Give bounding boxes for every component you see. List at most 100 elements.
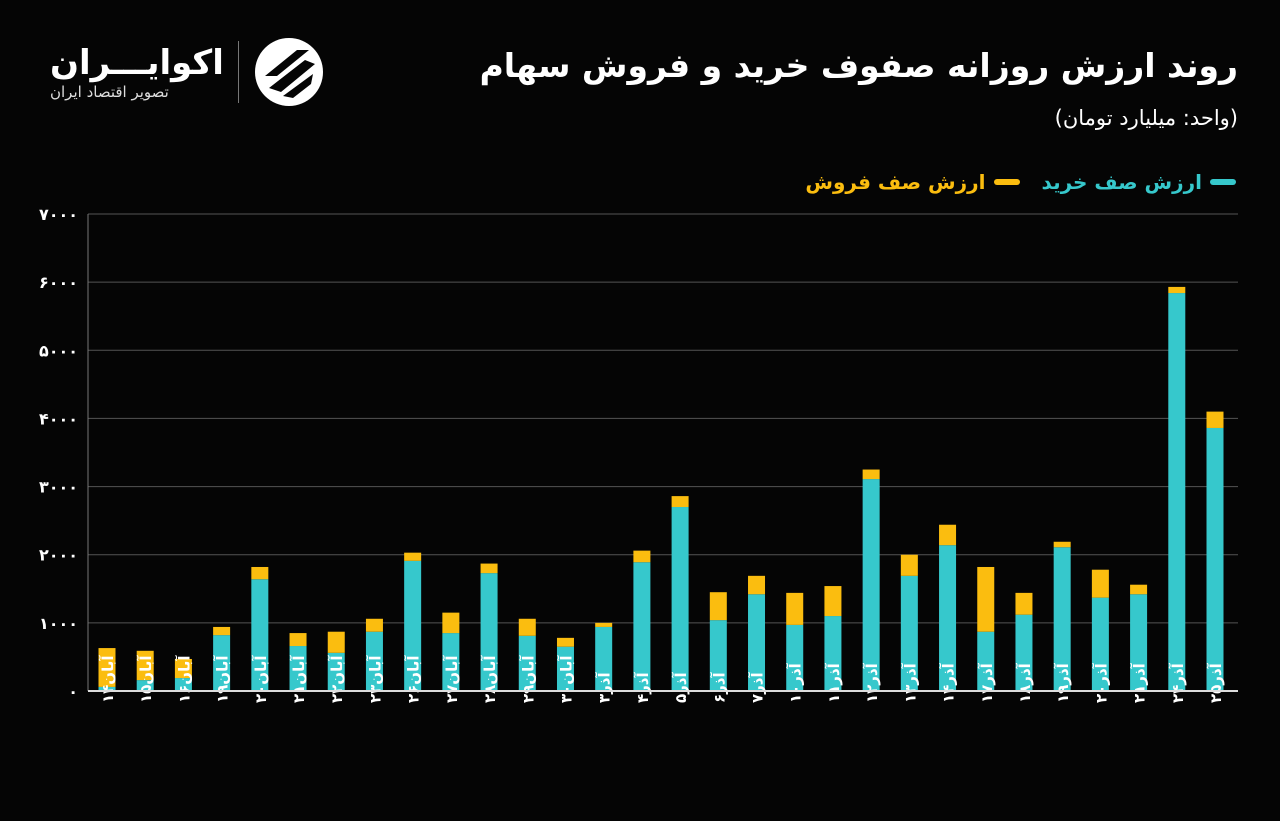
x-tick-label: آبان۲۸ bbox=[481, 655, 499, 703]
x-tick-label: آبان۲۳ bbox=[366, 655, 384, 703]
x-tick-label: آذر۱۱ bbox=[825, 662, 843, 703]
legend-swatch-sell bbox=[993, 179, 1020, 185]
bar-sell bbox=[595, 622, 613, 627]
bar-sell bbox=[518, 618, 536, 636]
x-tick-label: آذر۱۰ bbox=[787, 662, 805, 703]
logo-icon bbox=[254, 38, 323, 106]
logo-divider bbox=[237, 41, 239, 103]
x-tick-label: آذر۲۰ bbox=[1092, 662, 1110, 703]
x-tick-label: آذر۲۱ bbox=[1131, 662, 1149, 703]
bar-buy bbox=[213, 635, 231, 691]
bar-buy bbox=[136, 680, 154, 691]
bar-buy bbox=[900, 575, 918, 691]
bar-sell bbox=[862, 469, 880, 480]
bar-buy bbox=[824, 616, 842, 691]
bar-sell bbox=[1130, 584, 1148, 595]
x-tick-label: آبان۲۷ bbox=[443, 655, 461, 703]
x-tick-label: آذر۲۵ bbox=[1207, 662, 1225, 703]
y-tick-label: ۴۰۰۰ bbox=[39, 409, 78, 428]
bar-sell bbox=[98, 648, 116, 687]
x-tick-label: آذر۷ bbox=[749, 672, 767, 703]
legend-item-buy: ارزش صف خرید bbox=[1042, 170, 1236, 194]
x-tick-label: آذر۳ bbox=[596, 672, 614, 703]
bar-buy bbox=[595, 626, 613, 691]
bar-sell bbox=[174, 658, 192, 679]
bar-buy bbox=[1130, 594, 1148, 691]
bar-sell bbox=[327, 631, 345, 653]
bar-sell bbox=[1053, 541, 1071, 548]
bar-sell bbox=[289, 633, 307, 647]
x-tick-label: آذر۱۲ bbox=[863, 662, 881, 703]
bar-sell bbox=[824, 586, 842, 617]
bar-buy bbox=[633, 562, 651, 691]
x-tick-label: آبان۲۹ bbox=[519, 655, 537, 703]
y-tick-label: ۲۰۰۰ bbox=[39, 546, 78, 565]
bar-buy bbox=[442, 633, 460, 691]
bar-sell bbox=[671, 496, 689, 508]
bar-sell bbox=[939, 524, 957, 546]
logo-tagline: تصویر اقتصاد ایران bbox=[50, 83, 169, 101]
legend: ارزش صف خرید ارزش صف فروش bbox=[805, 170, 1236, 194]
x-tick-label: آذر۱۸ bbox=[1016, 662, 1034, 703]
bar-buy bbox=[1168, 293, 1186, 691]
x-tick-label: آذر۲۴ bbox=[1169, 662, 1187, 703]
bar-buy bbox=[1053, 547, 1071, 691]
legend-label-buy: ارزش صف خرید bbox=[1041, 170, 1202, 194]
y-tick-label: ۶۰۰۰ bbox=[39, 273, 78, 292]
bar-sell bbox=[1168, 286, 1186, 294]
bar-buy bbox=[1091, 597, 1109, 691]
x-tick-label: آذر۱۹ bbox=[1054, 662, 1072, 703]
x-tick-label: آبان۲۰ bbox=[252, 655, 270, 703]
bar-buy bbox=[862, 479, 880, 691]
bar-sell bbox=[1206, 411, 1224, 428]
bar-buy bbox=[480, 573, 498, 691]
y-tick-label: ۷۰۰۰ bbox=[39, 205, 78, 224]
x-tick-label: آبان۲۱ bbox=[290, 655, 308, 703]
bar-buy bbox=[174, 678, 192, 691]
bar-sell bbox=[251, 566, 269, 580]
y-tick-label: ۱۰۰۰ bbox=[39, 614, 78, 633]
logo-name: اکوایـــران bbox=[50, 43, 224, 83]
bar-buy bbox=[518, 635, 536, 691]
bar-buy bbox=[404, 560, 422, 691]
x-tick-label: آبان۱۶ bbox=[175, 655, 193, 703]
bar-buy bbox=[289, 646, 307, 691]
x-tick-label: آذر۵ bbox=[672, 672, 690, 703]
bar-buy bbox=[556, 646, 574, 691]
legend-item-sell: ارزش صف فروش bbox=[805, 170, 1020, 194]
bar-sell bbox=[480, 563, 498, 574]
logo: اکوایـــران تصویر اقتصاد ایران bbox=[50, 36, 325, 108]
bar-buy bbox=[1015, 614, 1033, 691]
chart-title: روند ارزش روزانه صفوف خرید و فروش سهام bbox=[479, 46, 1238, 85]
bar-sell bbox=[748, 575, 766, 595]
x-tick-label: آذر۱۷ bbox=[978, 662, 996, 703]
x-tick-label: آبان۲۲ bbox=[328, 655, 346, 703]
bar-sell bbox=[977, 566, 995, 632]
legend-swatch-buy bbox=[1210, 179, 1236, 185]
bar-sell bbox=[1091, 569, 1109, 598]
bar-sell bbox=[633, 550, 651, 563]
bar-sell bbox=[556, 637, 574, 647]
bar-buy bbox=[939, 545, 957, 691]
x-tick-label: آبان۱۴ bbox=[99, 655, 117, 703]
bar-sell bbox=[709, 592, 727, 621]
chart-subtitle: (واحد: میلیارد تومان) bbox=[1054, 106, 1238, 130]
bar-sell bbox=[442, 612, 460, 634]
x-tick-label: آبان۲۶ bbox=[405, 655, 423, 703]
bar-buy bbox=[327, 652, 345, 691]
bar-sell bbox=[404, 552, 422, 561]
y-tick-label: ۰ bbox=[68, 682, 78, 701]
bar-buy bbox=[709, 620, 727, 691]
bar-sell bbox=[136, 650, 154, 681]
x-tick-label: آذر۴ bbox=[634, 672, 652, 703]
bar-sell bbox=[213, 626, 231, 636]
x-tick-label: آذر۱۳ bbox=[901, 662, 919, 703]
bar-sell bbox=[1015, 592, 1033, 615]
x-tick-label: آبان۱۹ bbox=[214, 655, 232, 703]
bar-sell bbox=[365, 618, 383, 632]
bar-sell bbox=[786, 592, 804, 625]
bar-buy bbox=[365, 631, 383, 691]
x-tick-label: آبان۳۰ bbox=[557, 655, 575, 703]
bar-buy bbox=[1206, 427, 1224, 691]
